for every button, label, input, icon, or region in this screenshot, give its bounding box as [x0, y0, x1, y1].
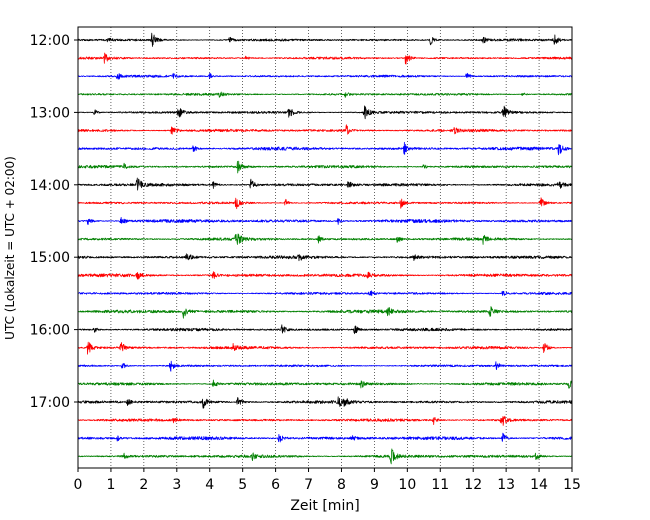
y-tick-label: 13:00 [30, 105, 70, 121]
seismogram-trace [77, 360, 573, 372]
y-tick-label: 12:00 [30, 33, 70, 49]
x-tick-label: 10 [398, 477, 416, 493]
seismogram-trace [77, 124, 573, 135]
seismogram-trace [77, 141, 573, 156]
y-tick-label: 14:00 [30, 178, 70, 194]
seismogram-trace [77, 432, 573, 443]
x-tick-label: 0 [74, 477, 83, 493]
seismogram-trace [77, 233, 573, 245]
seismogram-trace [77, 415, 573, 426]
x-tick-label: 2 [139, 477, 148, 493]
y-axis-ticks: 12:00 13:00 14:00 15:00 16:00 17:00 [30, 33, 78, 411]
x-tick-label: 12 [464, 477, 482, 493]
y-tick-label: 16:00 [30, 323, 70, 339]
seismogram-trace [77, 448, 573, 465]
x-tick-label: 1 [106, 477, 115, 493]
seismogram-trace [77, 177, 573, 191]
seismogram-trace [77, 160, 573, 174]
y-tick-label: 17:00 [30, 395, 70, 411]
plot-frame [77, 26, 573, 469]
x-tick-label: 15 [563, 477, 581, 493]
x-tick-label: 5 [238, 477, 247, 493]
x-tick-label: 13 [497, 477, 515, 493]
seismogram-trace [77, 197, 573, 210]
seismogram-trace [77, 105, 573, 120]
y-tick-label: 15:00 [30, 250, 70, 266]
seismogram-trace [77, 72, 573, 80]
x-tick-label: 8 [337, 477, 346, 493]
seismogram-trace [77, 324, 573, 335]
x-tick-label: 11 [431, 477, 449, 493]
x-tick-label: 7 [304, 477, 313, 493]
seismogram-traces [77, 32, 573, 465]
seismogram-trace [77, 306, 573, 319]
seismogram-trace [77, 341, 573, 355]
seismogram-trace [77, 379, 573, 389]
x-axis-ticks: 0 1 2 3 4 5 6 7 8 9 10 11 12 13 14 15 [74, 468, 581, 493]
seismogram-trace [77, 290, 573, 297]
seismogram-trace [77, 217, 573, 225]
seismogram-trace [77, 91, 573, 98]
seismogram-trace [77, 271, 573, 280]
seismogram-trace [77, 32, 573, 47]
x-tick-label: 9 [370, 477, 379, 493]
seismogram-trace [77, 396, 573, 409]
seismogram-trace [77, 52, 573, 65]
x-tick-label: 6 [271, 477, 280, 493]
x-tick-label: 14 [530, 477, 548, 493]
x-tick-label: 3 [172, 477, 181, 493]
x-axis-label: Zeit [min] [290, 498, 359, 514]
x-tick-label: 4 [205, 477, 214, 493]
y-axis-label: UTC (Lokalzeit = UTC + 02:00) [3, 156, 17, 340]
seismogram-trace [77, 253, 573, 262]
